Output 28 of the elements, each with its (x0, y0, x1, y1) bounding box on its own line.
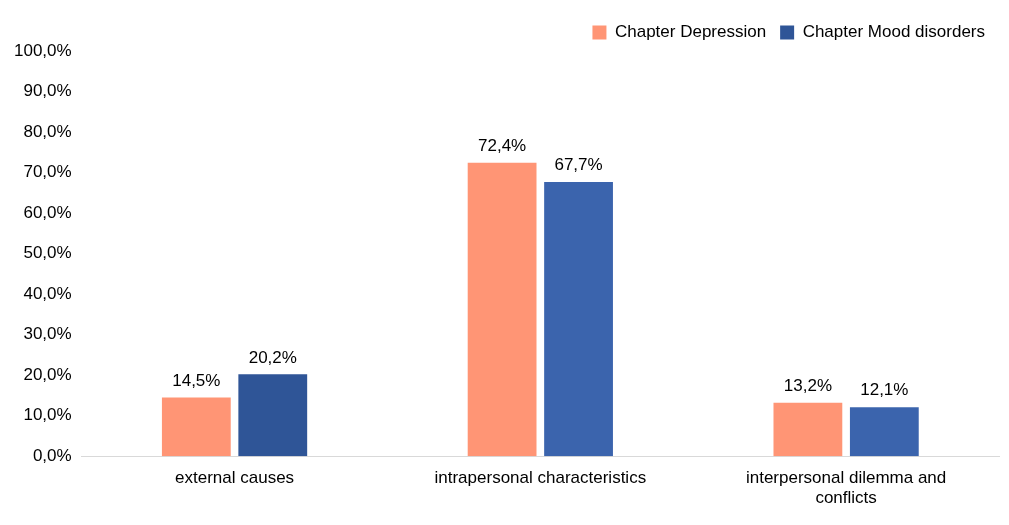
y-tick-label: 90,0% (23, 81, 72, 101)
data-label: 67,7% (554, 155, 603, 175)
x-tick-label: interpersonal dilemma and conflicts (745, 468, 947, 508)
y-tick-label: 70,0% (23, 162, 72, 182)
legend-label: Chapter Mood disorders (802, 22, 986, 42)
x-tick-label: external causes (175, 468, 295, 488)
bar (773, 402, 843, 457)
y-tick-label: 80,0% (23, 121, 72, 141)
data-label: 12,1% (860, 380, 909, 400)
y-tick-label: 50,0% (23, 243, 72, 263)
bar (238, 374, 308, 457)
y-tick-label: 10,0% (23, 405, 72, 425)
data-label: 20,2% (248, 347, 297, 367)
bar (161, 397, 231, 457)
y-tick-label: 100,0% (13, 40, 72, 60)
y-tick-label: 0,0% (32, 445, 72, 465)
data-label: 72,4% (478, 136, 527, 156)
y-tick-label: 40,0% (23, 283, 72, 303)
bar (467, 162, 537, 457)
bar (544, 181, 613, 457)
legend-label: Chapter Depression (614, 22, 767, 42)
bar (849, 407, 919, 457)
x-tick-label: intrapersonal characteristics (434, 468, 647, 488)
y-tick-label: 30,0% (23, 324, 72, 344)
data-label: 14,5% (172, 370, 221, 390)
y-tick-label: 60,0% (23, 202, 72, 222)
data-label: 13,2% (783, 375, 832, 395)
y-tick-label: 20,0% (23, 364, 72, 384)
